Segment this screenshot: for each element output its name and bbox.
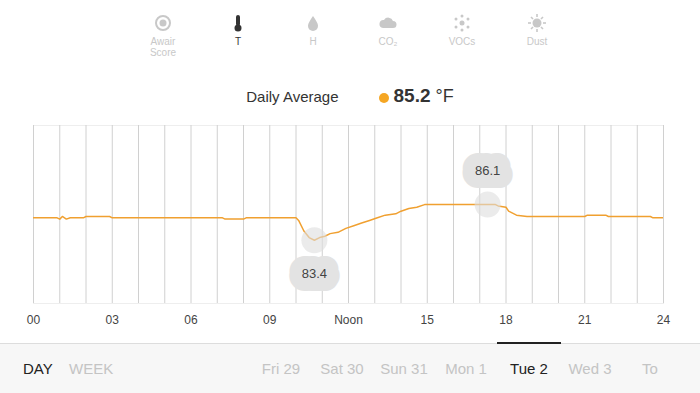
html-text:DAY: DAY <box>23 360 53 377</box>
html-text:Wed 3: Wed 3 <box>568 360 612 377</box>
svg-text:Noon: Noon <box>334 313 363 327</box>
html-text:Fri 29: Fri 29 <box>261 360 301 377</box>
html-text:To: To <box>642 360 658 377</box>
html-text:Daily Average: Daily Average <box>246 88 339 105</box>
html-text:Sat 30: Sat 30 <box>320 360 364 377</box>
svg-text:24: 24 <box>657 313 671 327</box>
svg-text:15: 15 <box>421 313 435 327</box>
html-text:H: H <box>309 36 317 47</box>
html-text:VOCs: VOCs <box>448 36 476 47</box>
svg-text:18: 18 <box>499 313 513 327</box>
html-text:WEEK: WEEK <box>69 360 114 377</box>
html-text:Sun 31: Sun 31 <box>380 360 428 377</box>
html-text:Awair: Awair <box>150 36 176 47</box>
html-text:Mon 1: Mon 1 <box>445 360 487 377</box>
html-text:85.2 °F: 85.2 °F <box>393 85 454 106</box>
html-text:T: T <box>234 36 241 47</box>
svg-text:03: 03 <box>106 313 120 327</box>
html-text:Tue 2: Tue 2 <box>510 360 548 377</box>
html-text:Dust: Dust <box>526 36 548 47</box>
svg-text:06: 06 <box>184 313 198 327</box>
html-text:CO₂: CO₂ <box>378 36 398 47</box>
svg-text:09: 09 <box>263 313 277 327</box>
svg-text:21: 21 <box>578 313 592 327</box>
html-text:Score: Score <box>149 47 177 58</box>
svg-text:86.1: 86.1 <box>475 163 500 178</box>
svg-text:00: 00 <box>27 313 41 327</box>
svg-text:83.4: 83.4 <box>302 266 327 281</box>
